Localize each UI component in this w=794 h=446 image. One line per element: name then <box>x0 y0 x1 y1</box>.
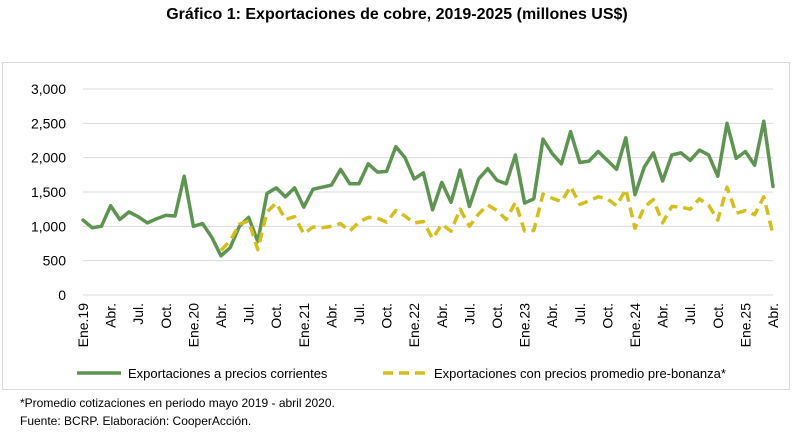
x-tick-label: Oct. <box>268 303 284 329</box>
legend-label: Exportaciones a precios corrientes <box>128 366 328 381</box>
x-tick-label: Abr. <box>213 303 229 328</box>
x-tick-label: Jul. <box>682 303 698 325</box>
x-tick-label: Ene.24 <box>627 303 643 348</box>
x-tick-label: Ene.19 <box>75 303 91 348</box>
series-line-corrientes <box>81 119 775 258</box>
x-tick-label: Ene.25 <box>737 303 753 348</box>
x-tick-label: Abr. <box>655 303 671 328</box>
x-tick-label: Oct. <box>379 303 395 329</box>
y-tick-label: 500 <box>43 253 67 269</box>
x-tick-label: Ene.22 <box>406 303 422 348</box>
x-tick-label: Abr. <box>765 303 781 328</box>
y-tick-label: 1,500 <box>31 184 66 200</box>
source-note: Fuente: BCRP. Elaboración: CooperAcción. <box>20 414 252 428</box>
x-tick-label: Ene.20 <box>185 303 201 348</box>
y-tick-label: 2,500 <box>31 115 66 131</box>
x-tick-label: Abr. <box>434 303 450 328</box>
x-tick-label: Jul. <box>241 303 257 325</box>
x-tick-label: Oct. <box>710 303 726 329</box>
y-tick-label: 2,000 <box>31 150 66 166</box>
y-tick-label: 0 <box>58 287 66 303</box>
x-tick-label: Abr. <box>103 303 119 328</box>
x-tick-label: Abr. <box>544 303 560 328</box>
x-tick-label: Oct. <box>599 303 615 329</box>
x-tick-label: Jul. <box>572 303 588 325</box>
chart-title: Gráfico 1: Exportaciones de cobre, 2019-… <box>166 6 628 23</box>
x-tick-label: Abr. <box>323 303 339 328</box>
y-tick-label: 1,000 <box>31 218 66 234</box>
line-chart: 0 500 1,000 1,500 2,000 2,500 3,000 Ene.19 Abr. J… <box>31 81 781 381</box>
chart-area: 0 500 1,000 1,500 2,000 2,500 3,000 Ene.19 Abr. J… <box>2 62 790 390</box>
x-tick-label: Oct. <box>489 303 505 329</box>
y-tick-label: 3,000 <box>31 81 66 97</box>
x-tick-label: Jul. <box>351 303 367 325</box>
x-tick-label: Ene.21 <box>296 303 312 348</box>
legend-label: Exportaciones con precios promedio pre-b… <box>434 366 726 381</box>
x-tick-label: Jul. <box>130 303 146 325</box>
series-line-pre-bonanza <box>219 184 775 252</box>
x-tick-label: Oct. <box>158 303 174 329</box>
x-tick-label: Jul. <box>461 303 477 325</box>
footnote: *Promedio cotizaciones en periodo mayo 2… <box>20 396 335 410</box>
x-tick-label: Ene.23 <box>517 303 533 348</box>
